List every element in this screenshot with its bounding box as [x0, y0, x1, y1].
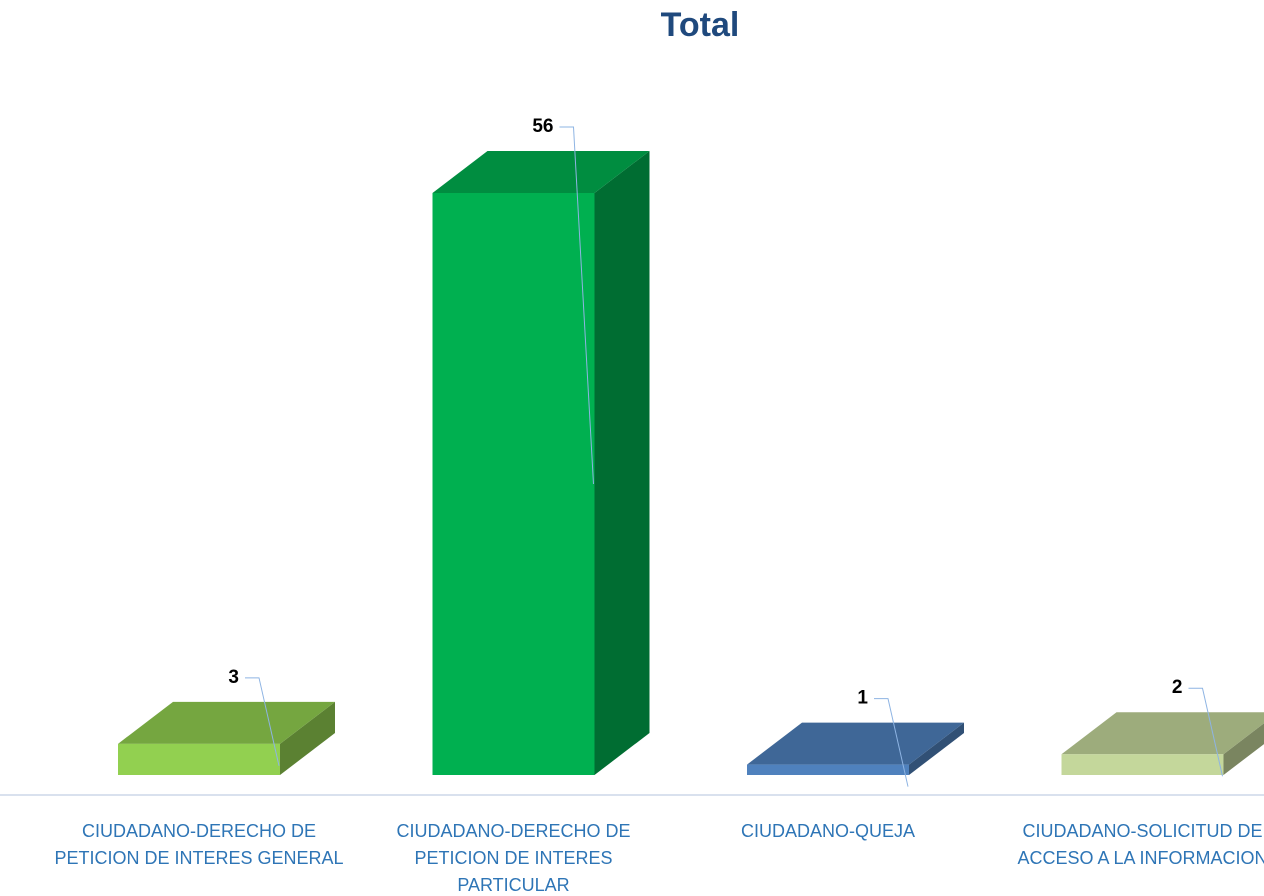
x-tick-label: CIUDADANO-SOLICITUD DE ACCESO A LA INFOR… — [1017, 821, 1264, 868]
bar-top — [747, 722, 964, 765]
bar-top — [1061, 712, 1264, 755]
x-tick-label: CIUDADANO-DERECHO DE PETICION DE INTERES… — [54, 821, 344, 868]
bar-side — [594, 151, 650, 775]
leader-line — [1188, 687, 1223, 777]
bar-side — [1223, 723, 1264, 775]
data-label: 3 — [228, 667, 239, 688]
bar-side — [280, 701, 335, 775]
bar — [747, 764, 909, 775]
x-tick-label: CIUDADANO-QUEJA — [740, 821, 915, 841]
bar-side — [909, 722, 964, 775]
chart-title: Total — [661, 6, 740, 44]
leader-line — [559, 126, 594, 485]
leader-line — [245, 677, 280, 766]
bar — [118, 743, 280, 775]
data-label: 56 — [532, 116, 553, 137]
bar-top — [432, 151, 650, 193]
leader-line — [874, 698, 909, 787]
data-label: 1 — [857, 688, 868, 709]
bar — [1061, 754, 1224, 775]
bar — [432, 193, 595, 775]
bar-top — [118, 701, 335, 744]
data-label: 2 — [1172, 677, 1183, 698]
x-tick-label: CIUDADANO-DERECHO DE PETICION DE INTERES… — [396, 821, 631, 895]
